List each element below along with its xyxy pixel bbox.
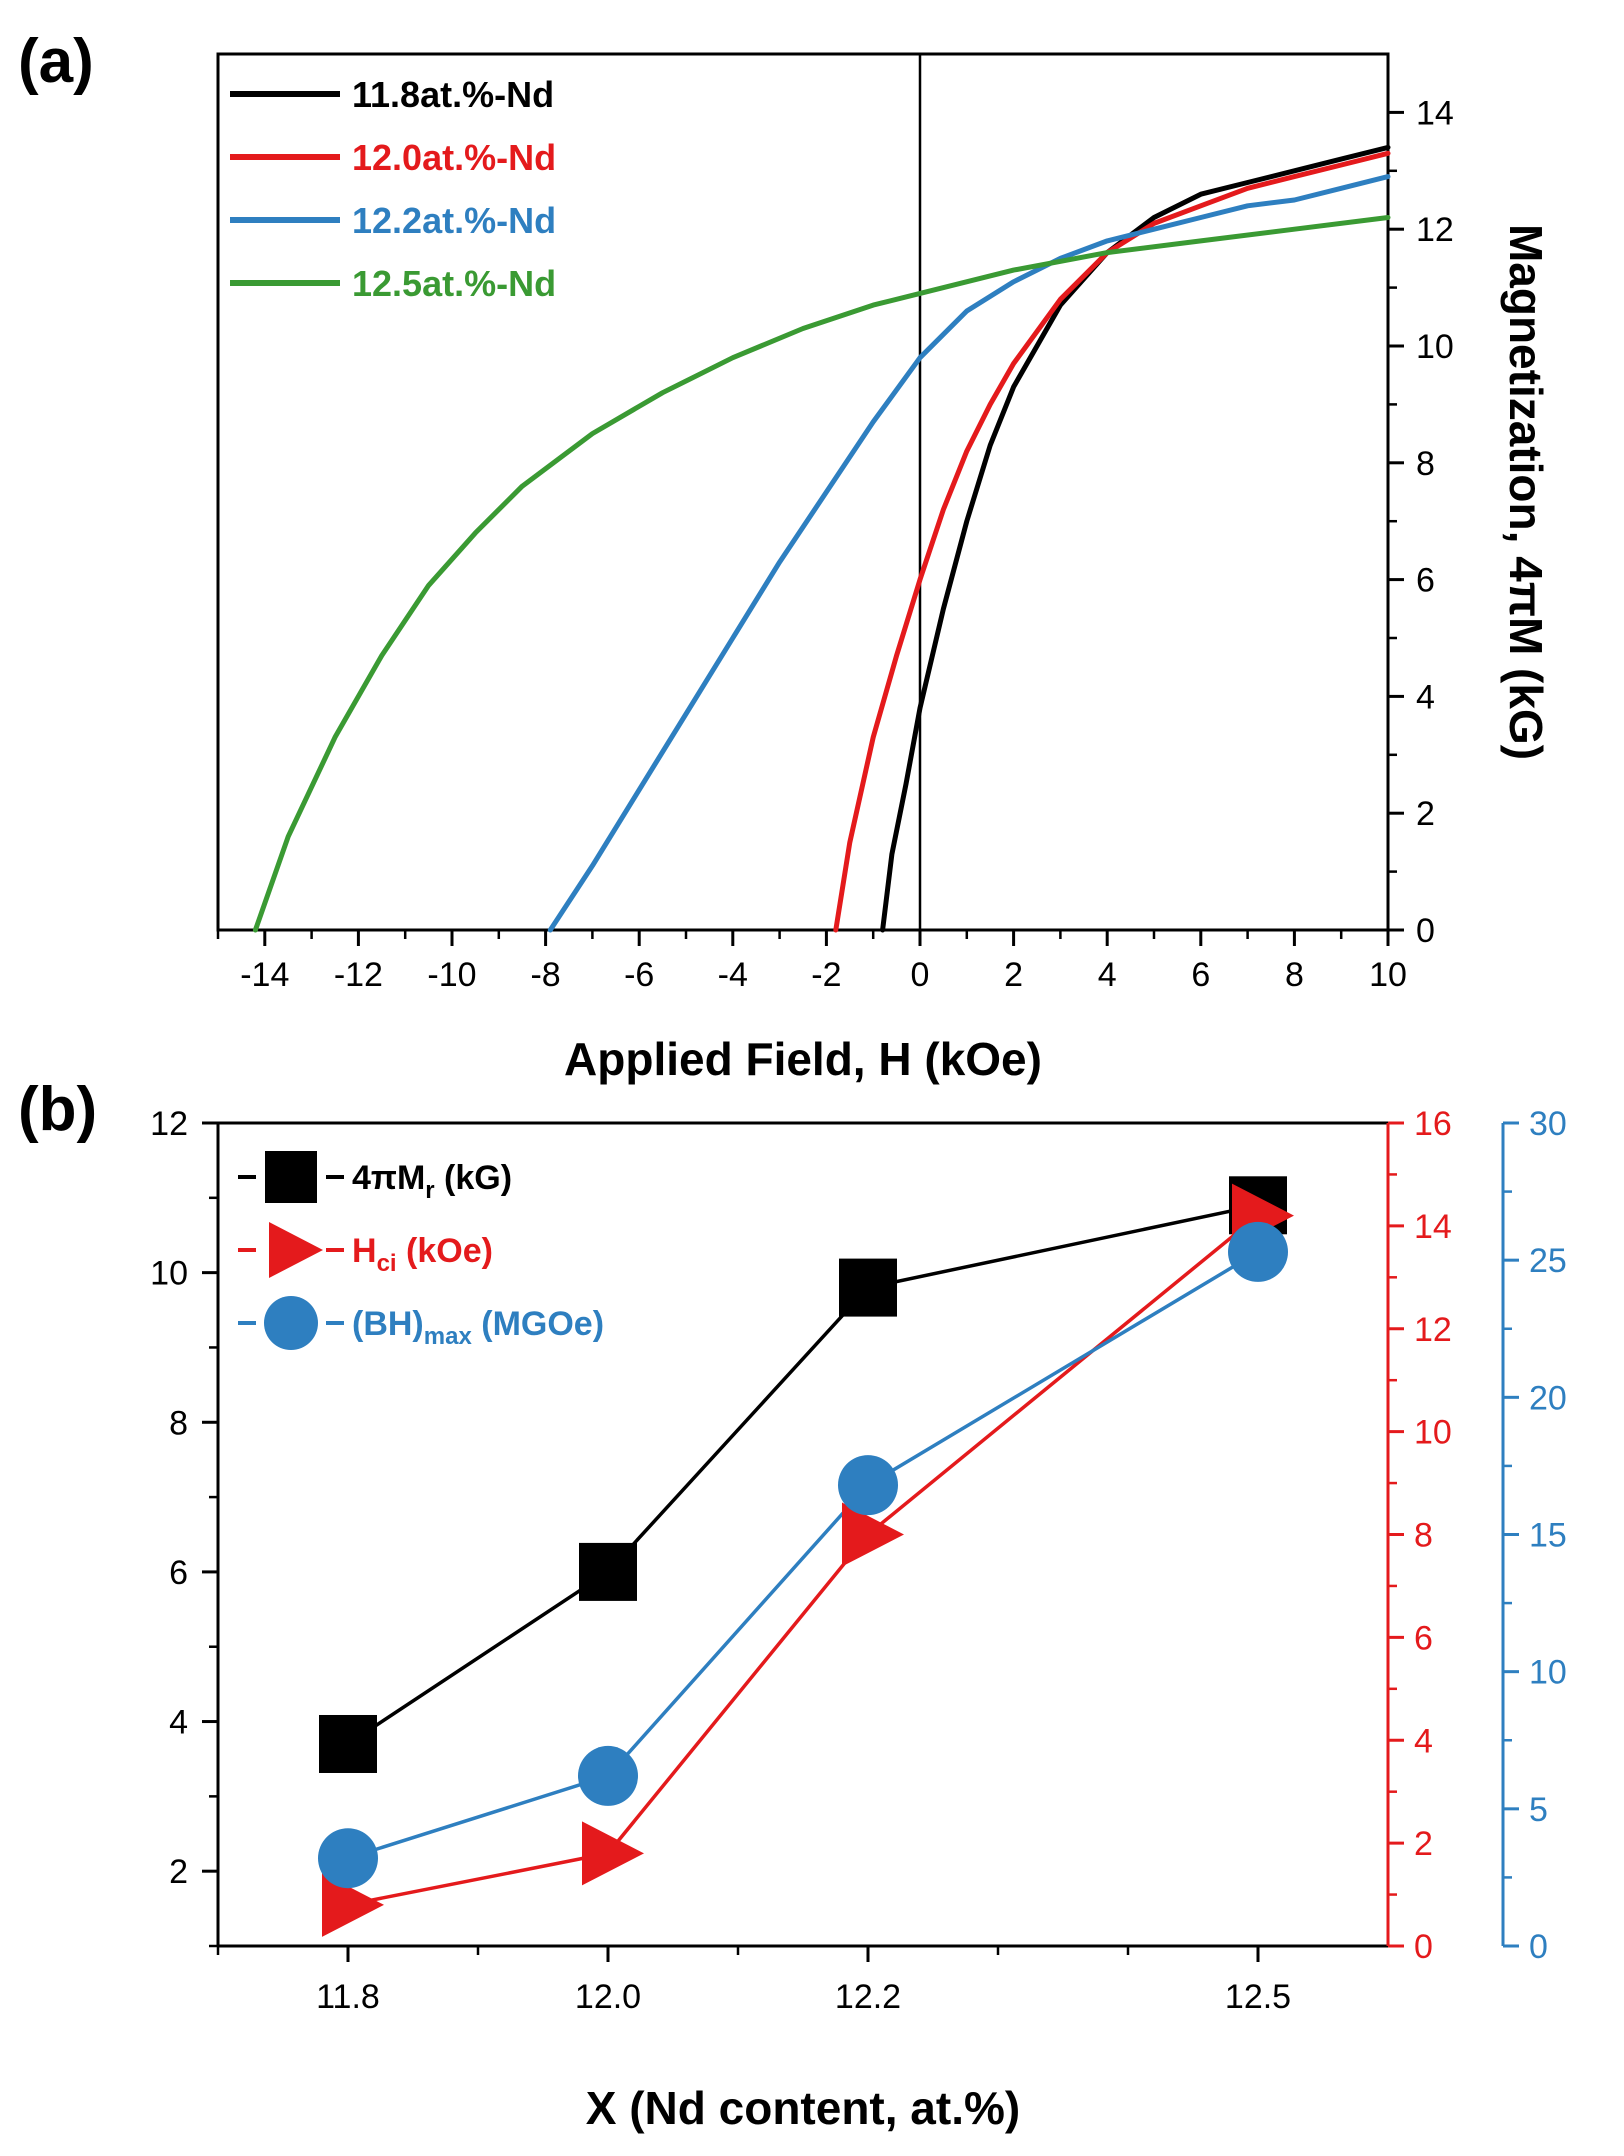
blue-tick-label-10: 10 bbox=[1529, 1654, 1567, 1692]
x-tick-label-10: 10 bbox=[1369, 956, 1407, 994]
legend-label-hci-koe: Hci (kOe) bbox=[352, 1232, 493, 1277]
legend-marker-4-mr-kg bbox=[265, 1151, 317, 1203]
red-tick-label-4: 4 bbox=[1414, 1722, 1433, 1760]
left-tick-label-6: 6 bbox=[169, 1554, 188, 1592]
x-tick-label-12-0: 12.0 bbox=[575, 1978, 641, 2016]
y-tick-label-2: 2 bbox=[1416, 795, 1435, 833]
x-tick-label-4: 4 bbox=[1098, 956, 1117, 994]
series-line-11-8at-nd bbox=[880, 144, 1391, 933]
marker-bh-max-mgoe-0 bbox=[318, 1828, 378, 1889]
x-tick-label-12-5: 12.5 bbox=[1225, 1978, 1291, 2016]
marker-hci-koe-1 bbox=[582, 1821, 644, 1886]
y-tick-label-6: 6 bbox=[1416, 562, 1435, 600]
blue-tick-label-0: 0 bbox=[1529, 1928, 1548, 1966]
blue-tick-label-30: 30 bbox=[1529, 1105, 1567, 1143]
y-tick-label-4: 4 bbox=[1416, 678, 1435, 716]
blue-tick-label-15: 15 bbox=[1529, 1517, 1567, 1555]
red-tick-label-14: 14 bbox=[1414, 1208, 1452, 1246]
marker-4-mr-kg-0 bbox=[319, 1714, 377, 1773]
x-axis-title: X (Nd content, at.%) bbox=[586, 2082, 1020, 2134]
x-tick-label-8: 8 bbox=[1285, 956, 1304, 994]
legend-label-12-5at-nd: 12.5at.%-Nd bbox=[352, 263, 556, 304]
left-tick-label-10: 10 bbox=[150, 1255, 188, 1293]
marker-bh-max-mgoe-2 bbox=[838, 1455, 898, 1516]
red-tick-label-10: 10 bbox=[1414, 1414, 1452, 1452]
blue-tick-label-5: 5 bbox=[1529, 1791, 1548, 1829]
legend-label-11-8at-nd: 11.8at.%-Nd bbox=[352, 74, 554, 115]
x-tick-label-12-2: 12.2 bbox=[835, 1978, 901, 2016]
red-tick-label-2: 2 bbox=[1414, 1825, 1433, 1863]
series-line-bh-max-mgoe bbox=[347, 1250, 1259, 1860]
x-tick-label-11-8: 11.8 bbox=[316, 1978, 380, 2016]
legend-label-4-mr-kg: 4πMr (kG) bbox=[352, 1159, 512, 1204]
series-line-12-0at-nd bbox=[833, 150, 1391, 933]
marker-hci-koe-0 bbox=[322, 1872, 384, 1937]
red-tick-label-8: 8 bbox=[1414, 1517, 1433, 1555]
y-tick-label-0: 0 bbox=[1416, 912, 1435, 950]
x-tick-label-12: -12 bbox=[334, 956, 383, 994]
y-axis-title: Magnetization, 4πM (kG) bbox=[1500, 224, 1552, 760]
y-tick-label-8: 8 bbox=[1416, 445, 1435, 483]
legend-label-12-0at-nd: 12.0at.%-Nd bbox=[352, 137, 556, 178]
x-tick-label-8: -8 bbox=[530, 956, 560, 994]
red-tick-label-16: 16 bbox=[1414, 1105, 1452, 1143]
series-line-12-5at-nd bbox=[252, 215, 1391, 933]
marker-hci-koe-2 bbox=[842, 1502, 904, 1567]
blue-tick-label-20: 20 bbox=[1529, 1379, 1567, 1417]
left-tick-label-12: 12 bbox=[150, 1105, 188, 1143]
x-tick-label-4: -4 bbox=[718, 956, 748, 994]
red-tick-label-6: 6 bbox=[1414, 1619, 1433, 1657]
y-tick-label-12: 12 bbox=[1416, 211, 1454, 249]
legend-label-12-2at-nd: 12.2at.%-Nd bbox=[352, 200, 556, 241]
marker-bh-max-mgoe-1 bbox=[578, 1745, 638, 1806]
legend-marker-hci-koe bbox=[269, 1222, 323, 1278]
left-tick-label-2: 2 bbox=[169, 1853, 188, 1891]
marker-4-mr-kg-2 bbox=[839, 1258, 897, 1317]
panel-a-label: (a) bbox=[18, 27, 94, 96]
x-tick-label-0: 0 bbox=[911, 956, 930, 994]
x-axis-title: Applied Field, H (kOe) bbox=[564, 1033, 1042, 1085]
red-tick-label-0: 0 bbox=[1414, 1928, 1433, 1966]
x-tick-label-14: -14 bbox=[240, 956, 289, 994]
panel-a-chart: -14 -12 -10 -8 -6 -4 -2 0 2 4 6 8 100246810121411.8a… bbox=[216, 52, 1552, 1085]
marker-bh-max-mgoe-3 bbox=[1228, 1221, 1288, 1282]
legend-marker-bh-max-mgoe bbox=[264, 1296, 318, 1350]
left-tick-label-8: 8 bbox=[169, 1404, 188, 1442]
x-tick-label-2: -2 bbox=[811, 956, 841, 994]
panel-b-label: (b) bbox=[18, 1075, 97, 1144]
series-line-4-mr-kg bbox=[347, 1203, 1259, 1746]
x-tick-label-2: 2 bbox=[1004, 956, 1023, 994]
x-tick-label-6: -6 bbox=[624, 956, 654, 994]
panel-b-chart: 2 4 6 8 10 12 0 2 4 6 8 10 12 14 16 0 5 10 15 20 25 30 11.8 12.… bbox=[150, 1105, 1567, 2134]
series-line-12-2at-nd bbox=[547, 174, 1391, 933]
left-tick-label-4: 4 bbox=[169, 1704, 188, 1742]
marker-4-mr-kg-1 bbox=[579, 1542, 637, 1601]
plot-frame bbox=[216, 52, 1390, 932]
series-line-hci-koe bbox=[347, 1214, 1260, 1907]
red-tick-label-12: 12 bbox=[1414, 1311, 1452, 1349]
blue-tick-label-25: 25 bbox=[1529, 1242, 1567, 1280]
x-tick-label-10: -10 bbox=[427, 956, 476, 994]
x-tick-label-6: 6 bbox=[1191, 956, 1210, 994]
y-tick-label-14: 14 bbox=[1416, 94, 1454, 132]
legend-label-bh-max-mgoe: (BH)max (MGOe) bbox=[352, 1305, 604, 1350]
y-tick-label-10: 10 bbox=[1416, 328, 1454, 366]
